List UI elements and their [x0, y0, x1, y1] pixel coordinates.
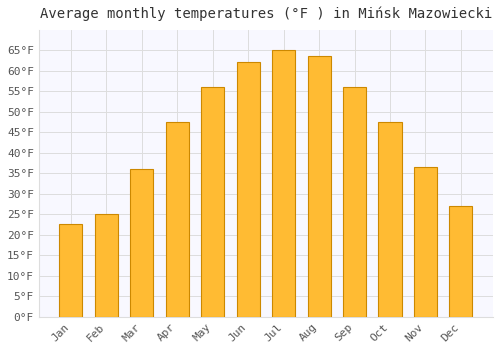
Bar [343, 87, 366, 317]
Bar [130, 169, 154, 317]
Bar [272, 50, 295, 317]
Bar [414, 167, 437, 317]
Bar [166, 122, 189, 317]
Bar [236, 62, 260, 317]
Bar [95, 214, 118, 317]
Title: Average monthly temperatures (°F ) in Mińsk Mazowiecki: Average monthly temperatures (°F ) in Mi… [40, 7, 492, 21]
Bar [308, 56, 330, 317]
Bar [378, 122, 402, 317]
Bar [450, 206, 472, 317]
Bar [201, 87, 224, 317]
Bar [60, 224, 82, 317]
